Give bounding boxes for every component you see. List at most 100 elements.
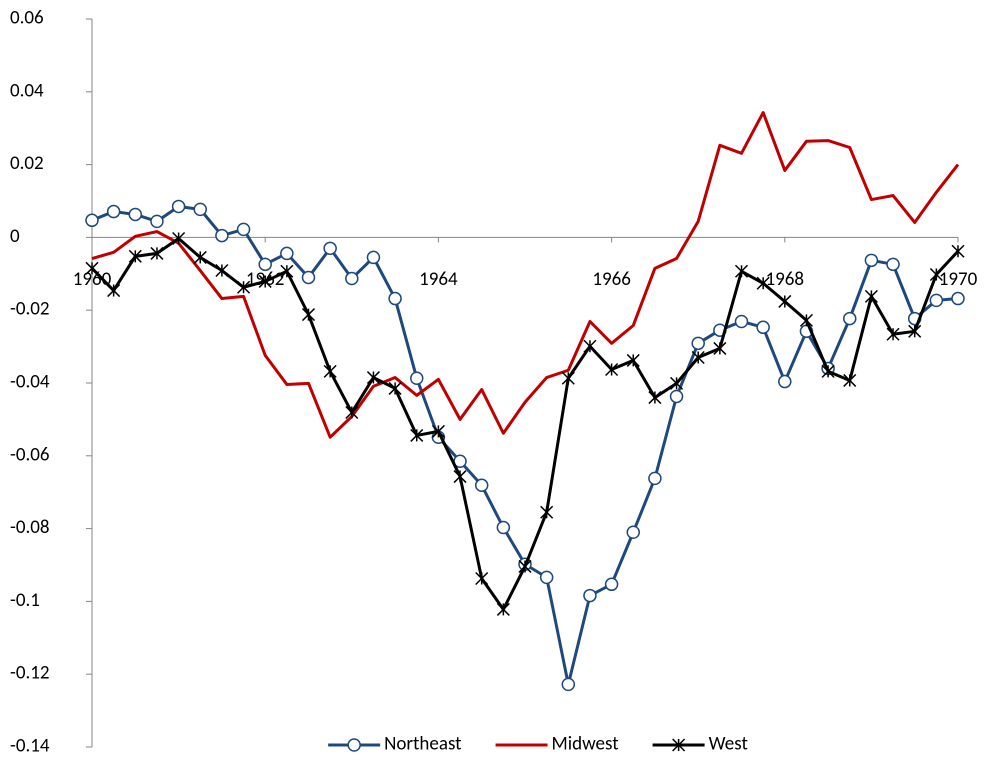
marker	[128, 249, 142, 263]
marker	[323, 364, 337, 378]
marker	[886, 327, 900, 341]
marker	[106, 204, 121, 219]
marker	[388, 381, 402, 395]
marker	[150, 246, 164, 260]
marker	[172, 231, 186, 246]
marker	[150, 214, 164, 229]
marker	[258, 257, 272, 272]
marker	[864, 289, 878, 303]
series-line	[91, 204, 959, 686]
marker	[864, 253, 879, 268]
marker	[496, 602, 510, 616]
y-tick-label: -0.02	[10, 298, 50, 321]
marker	[843, 311, 857, 326]
marker	[539, 570, 554, 585]
marker	[561, 677, 576, 692]
marker	[85, 213, 99, 228]
series-line	[90, 236, 960, 611]
marker	[236, 222, 251, 237]
marker	[107, 284, 121, 298]
marker	[215, 228, 229, 243]
marker	[886, 257, 900, 272]
y-tick-label: 0	[10, 225, 20, 248]
legend-item: West	[652, 733, 749, 756]
marker	[583, 588, 597, 603]
legend-label: Midwest	[552, 733, 620, 756]
x-tick-label: 1970	[939, 268, 978, 291]
marker	[691, 350, 705, 365]
marker	[908, 324, 922, 338]
marker	[518, 559, 532, 573]
marker	[410, 371, 424, 386]
marker	[734, 314, 749, 329]
marker	[301, 308, 316, 322]
marker	[85, 261, 99, 275]
marker	[821, 364, 835, 378]
x-tick-label: 1964	[419, 268, 458, 291]
legend-label: West	[709, 733, 749, 756]
marker	[778, 374, 792, 389]
marker	[280, 246, 294, 261]
marker	[691, 336, 705, 351]
marker	[929, 293, 944, 308]
marker	[193, 250, 207, 264]
marker	[843, 373, 857, 387]
marker	[366, 371, 380, 385]
marker	[323, 241, 337, 256]
x-tick-label: 1968	[766, 268, 805, 291]
marker	[237, 280, 251, 294]
marker	[734, 264, 749, 278]
y-tick-label: -0.14	[10, 735, 50, 758]
marker	[778, 294, 792, 308]
marker	[669, 389, 684, 404]
marker	[583, 339, 597, 353]
marker	[561, 371, 575, 385]
y-tick-label: -0.04	[10, 371, 50, 394]
marker	[345, 405, 359, 420]
y-tick-label: -0.12	[10, 662, 50, 685]
marker	[540, 505, 554, 519]
marker	[626, 353, 640, 367]
marker	[474, 478, 489, 493]
x-tick-label: 1960	[73, 268, 112, 291]
marker	[626, 525, 640, 539]
legend-item: Midwest	[495, 733, 620, 756]
marker	[951, 291, 965, 306]
marker	[347, 738, 361, 752]
legend-item: Northeast	[328, 733, 462, 756]
marker	[670, 376, 684, 390]
series-line	[91, 111, 960, 439]
marker	[756, 320, 770, 335]
marker	[475, 571, 489, 585]
marker	[345, 271, 359, 286]
marker	[215, 263, 229, 278]
marker	[756, 276, 770, 290]
marker	[258, 274, 272, 288]
marker	[604, 577, 619, 592]
marker	[713, 341, 727, 355]
marker	[431, 424, 445, 438]
marker	[193, 202, 207, 217]
marker	[648, 471, 662, 486]
y-tick-label: -0.06	[10, 443, 50, 466]
marker	[648, 391, 662, 405]
marker	[799, 313, 813, 327]
marker	[929, 267, 943, 282]
marker	[388, 291, 402, 306]
marker	[605, 363, 619, 377]
marker	[496, 520, 511, 535]
y-tick-label: 0.04	[10, 79, 44, 102]
y-tick-label: -0.1	[10, 589, 40, 612]
y-tick-label: -0.08	[10, 516, 50, 539]
marker	[672, 738, 686, 752]
marker	[453, 470, 467, 484]
marker	[366, 250, 381, 265]
marker	[301, 270, 316, 285]
y-tick-label: 0.02	[10, 152, 44, 175]
marker	[128, 207, 143, 222]
legend-label: Northeast	[384, 733, 462, 756]
y-tick-label: 0.06	[10, 7, 44, 30]
marker	[951, 244, 965, 258]
x-tick-label: 1966	[592, 268, 631, 291]
